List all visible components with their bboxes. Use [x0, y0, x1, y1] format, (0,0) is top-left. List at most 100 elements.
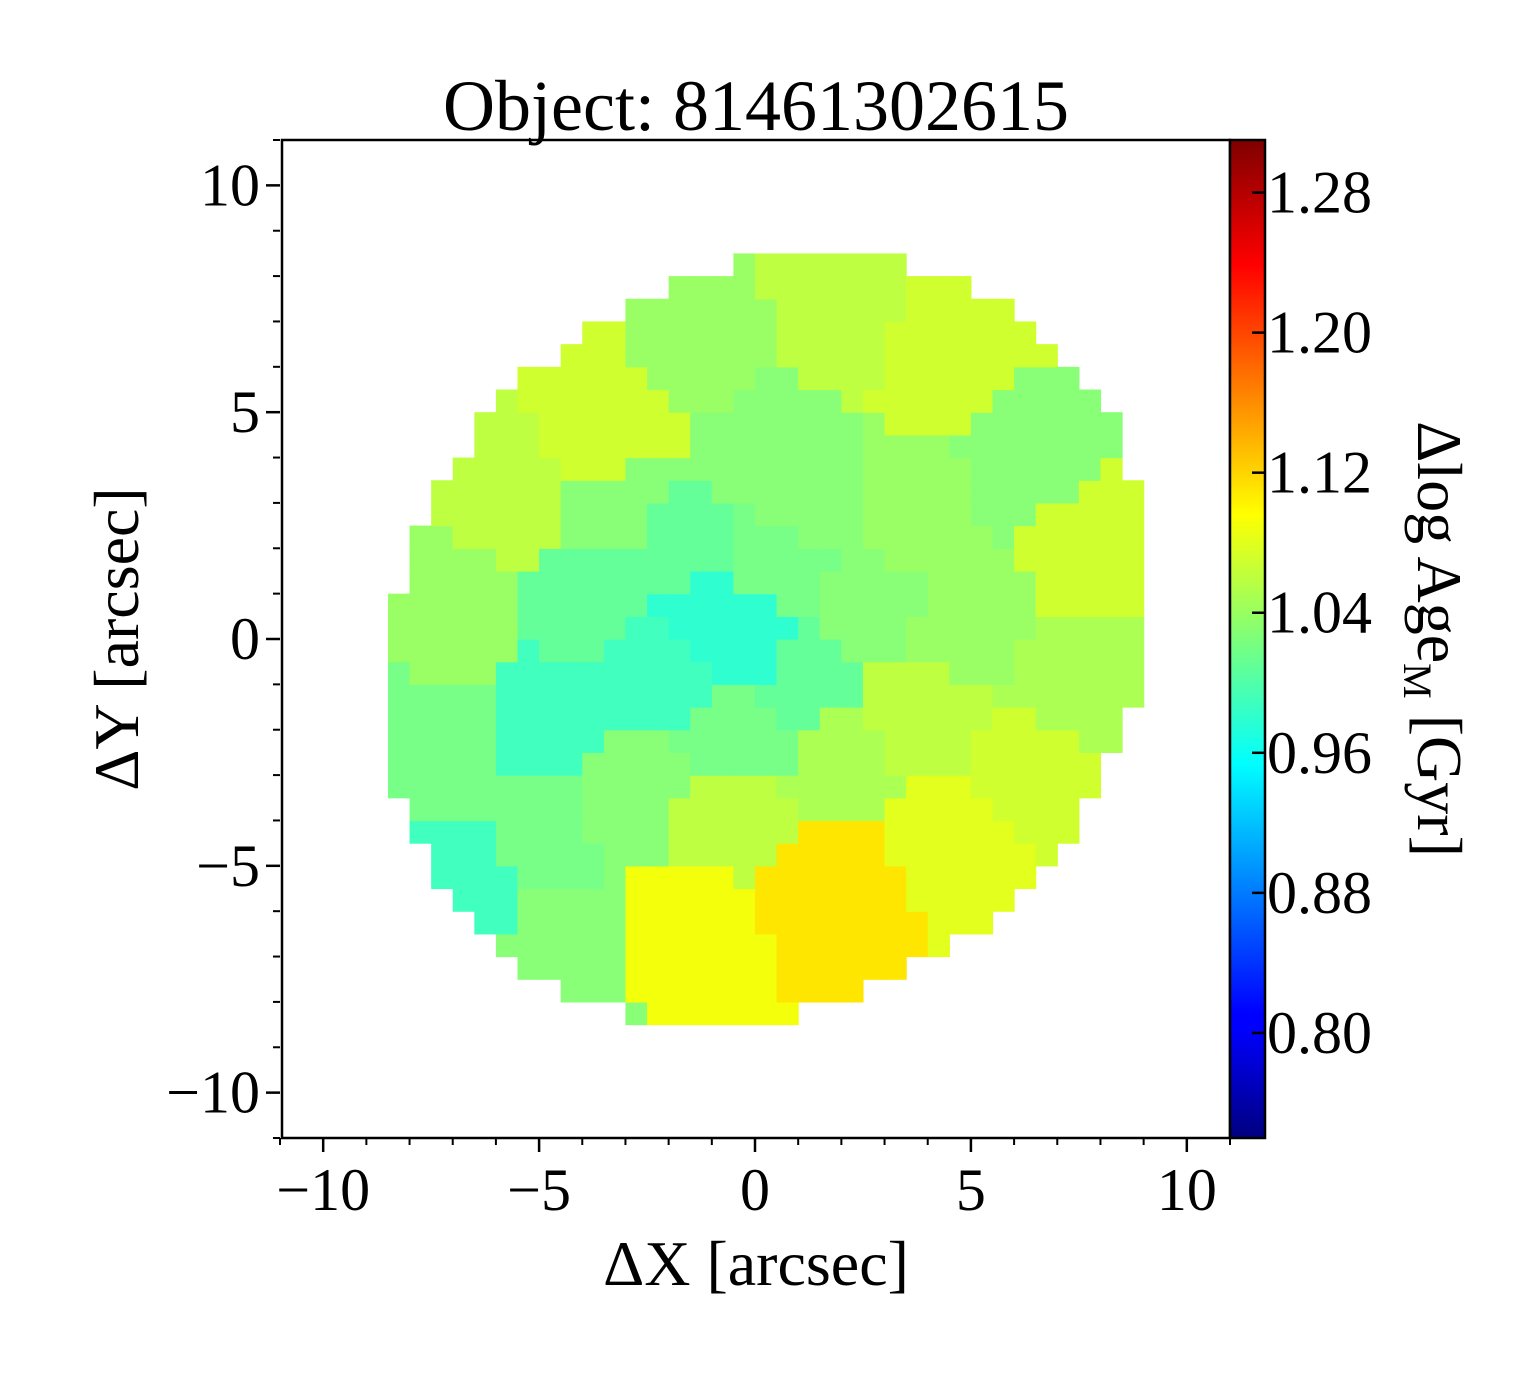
map-pixel	[1078, 707, 1102, 731]
map-pixel	[1078, 684, 1102, 708]
map-pixel	[1035, 389, 1058, 413]
map-pixel	[474, 752, 497, 776]
map-pixel	[1078, 639, 1102, 663]
map-pixel	[582, 616, 605, 640]
map-pixel	[862, 366, 886, 391]
map-pixel	[517, 639, 540, 663]
map-pixel	[668, 956, 691, 980]
map-pixel	[927, 933, 950, 958]
map-pixel	[690, 797, 713, 822]
map-pixel	[884, 321, 907, 345]
map-pixel	[1078, 525, 1102, 549]
map-pixel	[776, 843, 799, 867]
map-pixel	[949, 911, 972, 935]
map-pixel	[1014, 752, 1037, 776]
map-pixel	[539, 593, 562, 617]
map-pixel	[711, 366, 735, 391]
map-pixel	[776, 865, 799, 890]
map-pixel	[625, 684, 648, 708]
map-pixel	[841, 797, 864, 822]
map-pixel	[690, 525, 713, 549]
map-pixel	[798, 570, 821, 595]
map-pixel	[582, 956, 605, 980]
map-pixel	[474, 548, 497, 572]
map-pixel	[1057, 480, 1080, 504]
map-pixel	[862, 298, 886, 323]
colorbar-ticks: 1.28 1.20 1.12 1.04 0.96 0.88 0.80	[1252, 160, 1372, 1066]
map-pixel	[474, 593, 497, 617]
map-pixel	[841, 752, 864, 776]
y-axis: 10 5 0 −5 −10	[166, 139, 280, 1139]
map-pixel	[625, 389, 648, 413]
map-pixel	[452, 616, 475, 640]
map-pixel	[798, 298, 821, 323]
map-pixel	[949, 865, 972, 890]
map-pixel	[798, 911, 821, 935]
map-pixel	[862, 729, 886, 754]
map-pixel	[927, 661, 950, 685]
map-pixel	[841, 434, 864, 459]
map-pixel	[431, 752, 454, 776]
map-pixel	[690, 775, 713, 799]
map-pixel	[625, 797, 648, 822]
map-pixel	[409, 525, 432, 549]
map-pixel	[517, 457, 540, 481]
map-pixel	[927, 389, 950, 413]
map-pixel	[862, 933, 886, 958]
map-pixel	[733, 639, 756, 663]
map-pixel	[539, 570, 562, 595]
map-pixel	[1014, 412, 1037, 436]
map-pixel	[819, 570, 842, 595]
map-pixel	[517, 956, 540, 980]
map-pixel	[603, 570, 627, 595]
map-pixel	[690, 366, 713, 391]
map-pixel	[1122, 480, 1145, 504]
map-pixel	[431, 707, 454, 731]
map-pixel	[582, 344, 605, 368]
map-pixel	[690, 684, 713, 708]
map-pixel	[884, 593, 907, 617]
map-pixel	[603, 457, 627, 481]
map-pixel	[711, 707, 735, 731]
map-pixel	[625, 865, 648, 890]
map-pixel	[647, 843, 670, 867]
map-pixel	[1014, 775, 1037, 799]
map-pixel	[452, 480, 475, 504]
map-pixel	[711, 661, 735, 685]
map-pixel	[560, 661, 583, 685]
map-pixel	[733, 707, 756, 731]
map-pixel	[1100, 593, 1123, 617]
map-pixel	[625, 752, 648, 776]
map-pixel	[906, 684, 929, 708]
map-pixel	[539, 707, 562, 731]
map-pixel	[884, 933, 907, 958]
map-pixel	[755, 298, 778, 323]
map-pixel	[560, 956, 583, 980]
map-pixel	[668, 593, 691, 617]
map-pixel	[560, 933, 583, 958]
map-pixel	[1057, 502, 1080, 527]
map-pixel	[517, 389, 540, 413]
map-pixel	[970, 525, 994, 549]
map-pixel	[690, 502, 713, 527]
map-pixel	[733, 502, 756, 527]
map-pixel	[517, 366, 540, 391]
map-pixel	[474, 684, 497, 708]
map-pixel	[798, 661, 821, 685]
map-pixel	[862, 457, 886, 481]
map-pixel	[1057, 548, 1080, 572]
map-pixel	[819, 366, 842, 391]
map-pixel	[949, 321, 972, 345]
map-pixel	[495, 820, 519, 844]
map-pixel	[1078, 729, 1102, 754]
map-pixel	[927, 457, 950, 481]
map-pixel	[906, 775, 929, 799]
map-pixel	[1078, 661, 1102, 685]
map-pixel	[819, 707, 842, 731]
map-pixel	[992, 707, 1015, 731]
map-pixel	[625, 570, 648, 595]
map-pixel	[733, 253, 756, 277]
map-pixel	[949, 480, 972, 504]
map-pixel	[798, 684, 821, 708]
map-pixel	[776, 321, 799, 345]
